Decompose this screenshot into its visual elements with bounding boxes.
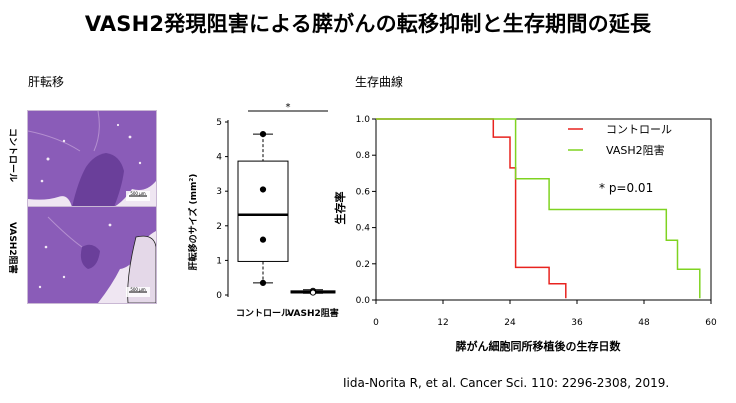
survival-series-line-control bbox=[376, 118, 567, 299]
survival-series-line-vash2 bbox=[376, 118, 701, 299]
survival-y-tick-label: 0.6 bbox=[356, 187, 371, 197]
legend-label: VASH2阻害 bbox=[606, 143, 665, 157]
boxplot-y-tick-label: 4 bbox=[216, 153, 222, 163]
survival-curve-heading: 生存曲線 bbox=[355, 75, 404, 89]
survival-y-tick-label: 0.8 bbox=[356, 151, 371, 161]
vash2-histology-image: 500 μm bbox=[27, 206, 157, 304]
boxplot-category-label: コントロール bbox=[236, 308, 290, 319]
p-value-annotation: * p=0.01 bbox=[599, 181, 653, 195]
survival-x-tick-label: 60 bbox=[705, 318, 717, 328]
survival-y-tick-label: 1.0 bbox=[356, 115, 371, 125]
survival-x-tick-label: 0 bbox=[373, 318, 379, 328]
survival-x-tick-label: 48 bbox=[638, 318, 650, 328]
survival-x-axis-label: 膵がん細胞同所移植後の生存日数 bbox=[456, 339, 622, 353]
boxplot-y-tick-label: 2 bbox=[216, 222, 222, 232]
box-data-point bbox=[259, 236, 267, 243]
control-image-label: コントロール bbox=[7, 128, 17, 183]
significance-star: * bbox=[286, 102, 291, 113]
legend-label: コントロール bbox=[606, 123, 672, 136]
survival-x-tick-label: 24 bbox=[504, 318, 516, 328]
page-title: VASH2発現阻害による膵がんの転移抑制と生存期間の延長 bbox=[84, 12, 652, 36]
box-data-point bbox=[259, 186, 267, 193]
box-body bbox=[237, 160, 289, 262]
vash2-image-label: VASH2阻害 bbox=[7, 222, 17, 274]
citation: Iida-Norita R, et al. Cancer Sci. 110: 2… bbox=[343, 376, 670, 390]
survival-y-axis-label: 生存率 bbox=[333, 192, 347, 225]
boxplot-category-label: VASH2阻害 bbox=[287, 307, 339, 319]
survival-plot-frame bbox=[375, 118, 712, 301]
boxplot-y-tick-label: 1 bbox=[216, 256, 222, 266]
survival-curve-chart: 生存率 膵がん細胞同所移植後の生存日数 0.0 0.2 0.4 0.6 0.8 1.0 0 1… bbox=[333, 115, 717, 353]
box-data-point bbox=[309, 289, 317, 296]
control-scale-text: 500 μm bbox=[130, 191, 145, 196]
survival-y-tick-label: 0.4 bbox=[356, 224, 371, 234]
boxplot-y-axis-label: 肝転移のサイズ (mm²) bbox=[187, 174, 199, 271]
survival-x-tick-label: 36 bbox=[571, 318, 583, 328]
vash2-scale-text: 500 μm bbox=[130, 287, 145, 292]
control-histology-image: 500 μm bbox=[27, 110, 157, 208]
boxplot-y-tick-label: 3 bbox=[216, 187, 222, 197]
survival-y-tick-label: 0.2 bbox=[356, 260, 370, 270]
survival-y-tick-label: 0.0 bbox=[356, 296, 371, 306]
boxplot-y-tick-label: 5 bbox=[216, 118, 222, 128]
boxplot-y-tick-label: 0 bbox=[216, 291, 222, 301]
survival-x-tick-label: 12 bbox=[437, 318, 448, 328]
box-data-point bbox=[259, 279, 267, 286]
box-data-point bbox=[259, 131, 267, 138]
liver-metastasis-heading: 肝転移 bbox=[28, 75, 65, 89]
